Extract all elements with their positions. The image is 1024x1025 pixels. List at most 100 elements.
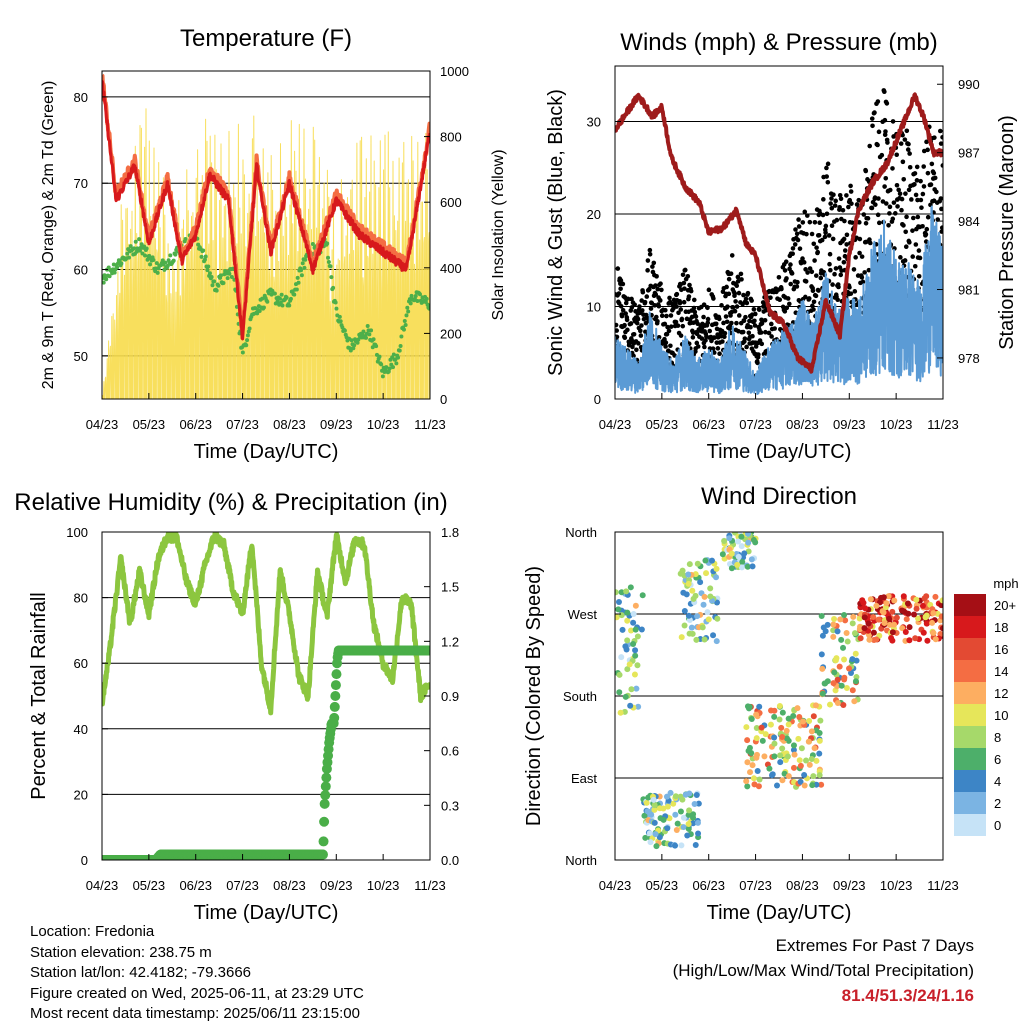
wind-direction-point [745,532,752,537]
x-tick-label: 04/23 [86,878,119,893]
gust-point [732,291,738,296]
wind-direction-point [628,686,635,693]
gust-point [631,331,637,337]
gust-point [902,137,908,142]
gust-point [921,164,926,169]
precip-point [319,798,330,809]
gust-point [880,199,886,204]
y-tick-label: 70 [74,176,88,191]
gust-point [648,306,654,311]
gust-point [705,316,711,322]
wind-direction-point [848,669,855,676]
legend-swatch [954,660,986,682]
plot-area [615,88,943,395]
gust-point [762,317,768,323]
gust-point [788,262,793,267]
gust-point [869,205,875,211]
wind-direction-point [652,831,659,838]
wind-direction-point [627,627,634,634]
gust-point [898,255,903,260]
gust-point [766,330,772,336]
dewpoint-point [207,271,212,276]
y2-tick-label: 200 [440,326,462,341]
gust-point [739,277,744,282]
wind-direction-point [837,616,844,623]
wind-direction-point [824,678,831,685]
wind-direction-point [866,636,873,643]
dewpoint-point [272,291,277,296]
gust-point [838,272,844,278]
wind-direction-point [903,616,910,623]
wind-direction-point [745,539,752,546]
dewpoint-point [165,263,170,268]
wind-direction-point [663,793,670,800]
gust-point [904,128,910,134]
gust-point [901,176,907,182]
gust-point [730,305,736,310]
wind-direction-point [838,636,845,643]
gust-point [717,351,722,356]
gust-point [615,328,619,333]
gust-point [917,255,923,261]
wind-direction-point [785,773,792,780]
y-tick-label: 30 [587,115,601,130]
wind-direction-point [693,791,700,798]
wind-direction-point [685,821,692,828]
wind-direction-point [818,781,825,788]
dewpoint-point [352,343,357,348]
gust-point [622,335,628,340]
gust-point [842,248,848,253]
gust-point [688,288,694,294]
gust-point [711,296,716,301]
wind-direction-point [686,790,693,797]
dewpoint-point [403,322,408,327]
gust-point [659,313,665,319]
gust-point [859,275,865,280]
wind-direction-point [753,724,760,731]
elevation-text: Station elevation: 238.75 m [30,943,212,961]
gust-point [818,275,824,281]
gust-point [707,328,713,334]
wind-direction-point [785,721,792,728]
gust-point [849,220,855,225]
dewpoint-point [349,338,354,343]
gust-point [726,291,732,297]
gust-point [795,279,800,285]
dewpoint-point [199,254,204,259]
gust-point [867,143,873,149]
dewpoint-point [413,293,418,298]
plot-area [615,532,943,850]
dewpoint-point [326,259,331,264]
wind-direction-point [795,735,802,742]
gust-point [847,285,852,290]
dewpoint-point [203,254,208,259]
gust-point [823,230,828,235]
legend-label: 16 [994,642,1008,657]
wind-direction-point [791,751,798,758]
wind-direction-point [913,605,920,612]
wind-direction-point [818,651,825,658]
dewpoint-point [333,300,338,305]
wind-direction-point [805,738,812,745]
created-text: Figure created on Wed, 2025-06-11, at 23… [30,984,364,1002]
gust-point [890,119,896,124]
gust-point [869,116,875,121]
gust-point [691,297,697,303]
gust-point [910,254,916,259]
wind-direction-point [761,753,768,760]
gust-point [796,224,802,229]
dewpoint-point [102,280,106,285]
wind-direction-point [939,625,943,632]
wind-direction-point [771,713,778,720]
x-tick-label: 07/23 [226,878,259,893]
wind-direction-point [808,755,815,762]
wind-direction-point [806,717,813,724]
gust-point [724,284,729,290]
gust-point [844,232,850,238]
y-tick-label: North [565,525,597,540]
wind-direction-point [790,742,797,749]
y2-tick-label: 0.6 [441,744,459,759]
gust-point [703,338,708,343]
wind-direction-point [709,557,716,564]
wind-direction-point [913,596,920,603]
